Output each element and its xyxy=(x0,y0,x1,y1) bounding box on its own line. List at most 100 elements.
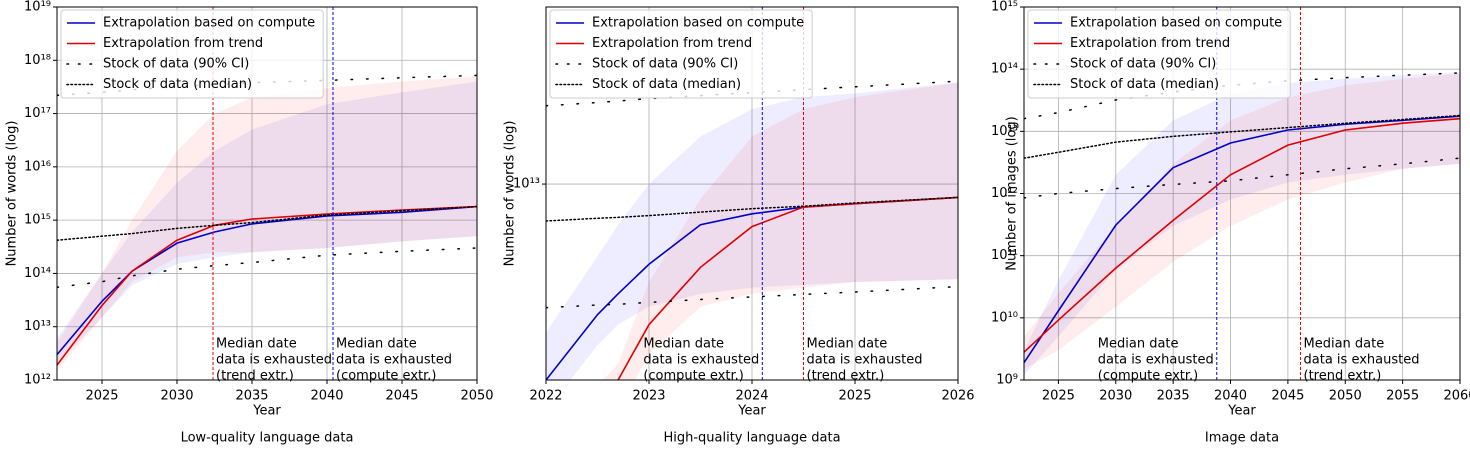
ci-band xyxy=(57,76,477,371)
y-tick-label: 10¹¹ xyxy=(991,248,1018,263)
annotation-text: (trend extr.) xyxy=(1304,369,1382,384)
ci-band xyxy=(546,82,958,380)
legend-label: Stock of data (90% CI) xyxy=(1070,57,1216,72)
annotation-text: data is exhausted xyxy=(1304,353,1420,368)
series-line xyxy=(1024,114,1460,159)
legend-label: Extrapolation based on compute xyxy=(1070,16,1282,31)
ci-band xyxy=(602,82,958,380)
annotation-text: (compute extr.) xyxy=(643,369,743,384)
y-tick-label: 10¹² xyxy=(991,186,1018,201)
subplot-title: Low-quality language data xyxy=(181,431,354,446)
annotation-text: Median date xyxy=(216,337,297,352)
x-tick-label: 2025 xyxy=(1042,389,1075,404)
legend-label: Extrapolation based on compute xyxy=(592,16,804,31)
annotation-text: (compute extr.) xyxy=(1098,369,1198,384)
x-tick-label: 2050 xyxy=(1329,389,1362,404)
y-tick-label: 10¹² xyxy=(24,373,51,388)
x-tick-label: 2030 xyxy=(1099,389,1132,404)
series-line xyxy=(1024,115,1460,364)
y-axis-label: Number of words (log) xyxy=(5,121,20,267)
x-tick-label: 2045 xyxy=(385,389,418,404)
axes-frame xyxy=(545,6,959,381)
legend-box xyxy=(1027,9,1291,99)
x-tick-label: 2040 xyxy=(1214,389,1247,404)
annotation-text: data is exhausted xyxy=(807,353,923,368)
annotation-text: (compute extr.) xyxy=(336,369,436,384)
plot-area xyxy=(1024,72,1460,376)
series-line xyxy=(546,196,958,222)
y-tick-label: 10¹⁵ xyxy=(991,0,1018,15)
legend: Extrapolation based on compute Extrapolat… xyxy=(1027,9,1291,99)
annotation-text: Median date xyxy=(336,337,417,352)
ci-lower-line xyxy=(546,285,958,309)
legend-label: Stock of data (median) xyxy=(103,77,252,92)
y-tick-label: 10¹⁹ xyxy=(24,0,51,15)
subplot-title: Image data xyxy=(1205,431,1279,446)
annotation-text: Median date xyxy=(643,337,724,352)
panel: 2025 2030 2035 2040 2045 2050 10¹² 10¹³ 10¹⁴ 10¹⁵… xyxy=(5,0,494,446)
annotation-text: (trend extr.) xyxy=(216,369,294,384)
axes-frame xyxy=(56,6,478,381)
x-axis-label: Year xyxy=(1227,404,1256,419)
y-tick-label: 10¹⁵ xyxy=(24,213,51,228)
axes-frame xyxy=(1023,6,1461,381)
annotation-text: Median date xyxy=(1098,337,1179,352)
x-tick-label: 2024 xyxy=(735,389,768,404)
x-axis-label: Year xyxy=(737,404,766,419)
legend: Extrapolation based on compute Extrapolat… xyxy=(60,9,324,99)
legend-label: Stock of data (median) xyxy=(1070,77,1219,92)
ci-band xyxy=(1024,73,1460,370)
x-axis-label: Year xyxy=(252,404,281,419)
x-tick-label: 2026 xyxy=(941,389,974,404)
y-tick-label: 10¹⁶ xyxy=(24,159,51,174)
annotation-text: data is exhausted xyxy=(216,353,332,368)
panel: 2025 2030 2035 2040 2045 2050 2055 2060 10⁹ 10¹⁰ 1… xyxy=(991,0,1470,446)
y-tick-label: 10¹⁴ xyxy=(991,62,1018,77)
ci-band xyxy=(1024,72,1460,376)
annotation-text: (trend extr.) xyxy=(807,369,885,384)
y-tick-label: 10¹³ xyxy=(991,124,1018,139)
x-tick-label: 2035 xyxy=(235,389,268,404)
subplot-title: High-quality language data xyxy=(663,431,840,446)
legend-label: Extrapolation from trend xyxy=(103,36,263,51)
y-tick-label: 10¹³ xyxy=(24,319,51,334)
x-tick-label: 2060 xyxy=(1443,389,1470,404)
legend-label: Stock of data (90% CI) xyxy=(103,57,249,72)
y-axis-label: Number of images (log) xyxy=(1005,116,1020,270)
annotation-text: Median date xyxy=(1304,337,1385,352)
x-tick-label: 2045 xyxy=(1271,389,1304,404)
legend-label: Stock of data (median) xyxy=(592,77,741,92)
x-tick-label: 2040 xyxy=(310,389,343,404)
y-tick-label: 10⁹ xyxy=(996,373,1018,388)
series-line xyxy=(1024,117,1460,353)
legend-box xyxy=(60,9,324,99)
x-tick-label: 2030 xyxy=(160,389,193,404)
annotation-text: data is exhausted xyxy=(643,353,759,368)
x-tick-label: 2022 xyxy=(529,389,562,404)
legend-label: Extrapolation based on compute xyxy=(103,16,315,31)
y-tick-label: 10¹⁰ xyxy=(991,310,1018,325)
y-tick-label: 10¹⁸ xyxy=(24,53,51,68)
annotation-text: data is exhausted xyxy=(1098,353,1214,368)
x-tick-label: 2023 xyxy=(632,389,665,404)
series-line xyxy=(57,205,477,241)
plot-area xyxy=(57,74,477,371)
series-line xyxy=(617,196,958,380)
x-tick-label: 2055 xyxy=(1386,389,1419,404)
y-tick-label: 10¹⁴ xyxy=(24,266,51,281)
y-tick-label: 10¹⁷ xyxy=(24,106,51,121)
legend-label: Extrapolation from trend xyxy=(592,36,752,51)
x-tick-label: 2035 xyxy=(1157,389,1190,404)
y-tick-label: 10¹³ xyxy=(513,177,540,192)
x-tick-label: 2050 xyxy=(460,389,493,404)
legend: Extrapolation based on compute Extrapolat… xyxy=(549,9,813,99)
x-tick-label: 2025 xyxy=(85,389,118,404)
